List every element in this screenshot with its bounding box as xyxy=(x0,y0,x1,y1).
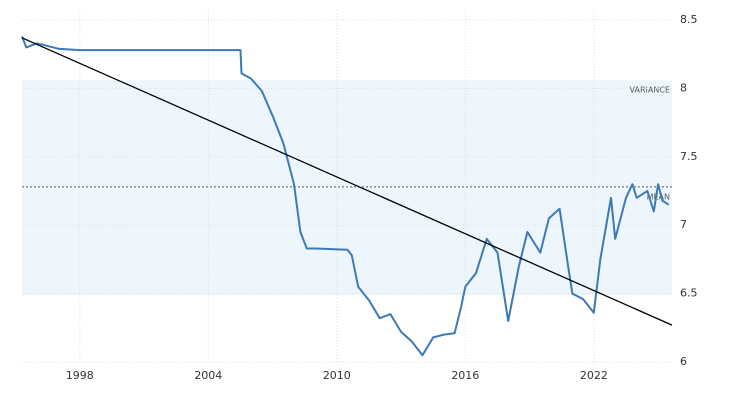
data-line xyxy=(21,36,670,357)
x-tick-label: 1998 xyxy=(66,369,94,382)
x-tick-label: 2022 xyxy=(580,369,608,382)
y-tick-label: 7.5 xyxy=(680,150,698,163)
y-tick-label: 8 xyxy=(680,81,687,94)
y-tick-label: 6 xyxy=(680,355,687,368)
x-tick-label: 2016 xyxy=(451,369,479,382)
annotation: VARIANCE xyxy=(630,86,670,95)
y-tick-label: 6.5 xyxy=(680,287,698,300)
y-tick-label: 7 xyxy=(680,218,687,231)
y-tick-label: 8.5 xyxy=(680,13,698,26)
variance-band xyxy=(22,80,672,295)
x-tick-label: 2010 xyxy=(323,369,351,382)
trend-line xyxy=(21,37,673,326)
annotation: MEAN xyxy=(647,192,670,201)
x-tick-label: 2004 xyxy=(194,369,222,382)
